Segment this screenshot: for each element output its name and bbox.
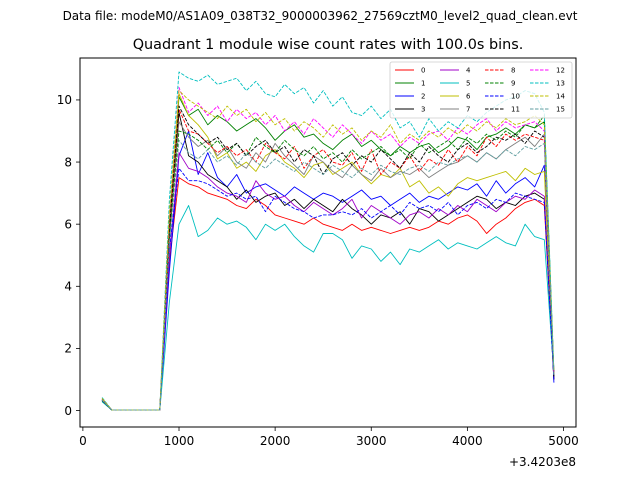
series-layer xyxy=(101,71,555,411)
series-line-12 xyxy=(101,87,555,411)
y-tick-label: 6 xyxy=(64,217,72,231)
x-tick-label: 2000 xyxy=(260,434,291,448)
series-line-3 xyxy=(101,111,555,411)
plot-frame xyxy=(79,57,577,428)
y-tick-label: 0 xyxy=(64,404,72,418)
series-line-10 xyxy=(101,167,555,411)
series-line-9 xyxy=(101,115,555,411)
y-tick-label: 10 xyxy=(57,93,72,107)
figure-suptitle: Data file: modeM0/AS1A09_038T32_90000039… xyxy=(63,9,578,23)
legend-label-13: 13 xyxy=(556,80,565,88)
x-tick-label: 0 xyxy=(79,434,87,448)
legend-label-4: 4 xyxy=(466,67,471,75)
x-tick-label: 3000 xyxy=(356,434,387,448)
series-line-4 xyxy=(101,152,555,411)
legend-label-12: 12 xyxy=(556,67,565,75)
series-line-15 xyxy=(101,139,555,411)
legend-label-0: 0 xyxy=(421,67,425,75)
series-line-11 xyxy=(101,105,555,411)
legend-label-7: 7 xyxy=(466,106,470,114)
x-tick-label: 1000 xyxy=(164,434,195,448)
legend-label-15: 15 xyxy=(556,106,565,114)
y-tick-label: 2 xyxy=(64,342,72,356)
legend-label-2: 2 xyxy=(421,93,425,101)
legend-label-9: 9 xyxy=(511,80,515,88)
legend-label-14: 14 xyxy=(556,93,565,101)
y-tick-label: 4 xyxy=(64,280,72,294)
series-line-14 xyxy=(101,90,555,411)
legend-label-5: 5 xyxy=(466,80,470,88)
legend-label-11: 11 xyxy=(511,106,520,114)
legend-label-1: 1 xyxy=(421,80,425,88)
legend-box xyxy=(389,61,573,119)
series-line-2 xyxy=(101,130,555,411)
x-axis: 0 1000 2000 3000 4000 5000 xyxy=(79,427,579,448)
x-tick-label: 4000 xyxy=(452,434,483,448)
series-line-5 xyxy=(101,205,555,411)
series-line-8 xyxy=(101,108,555,411)
y-tick-label: 8 xyxy=(64,155,72,169)
x-tick-label: 5000 xyxy=(548,434,579,448)
series-line-0 xyxy=(101,177,555,411)
chart-title: Quadrant 1 module wise count rates with … xyxy=(133,37,524,53)
legend-label-8: 8 xyxy=(511,67,515,75)
y-axis: 0 2 4 6 8 10 xyxy=(57,93,80,418)
series-line-6 xyxy=(101,93,555,411)
legend-label-10: 10 xyxy=(511,93,520,101)
legend-label-6: 6 xyxy=(466,93,471,101)
x-offset-label: +3.4203e8 xyxy=(509,455,576,469)
legend-label-3: 3 xyxy=(421,106,425,114)
series-line-13 xyxy=(101,71,555,411)
